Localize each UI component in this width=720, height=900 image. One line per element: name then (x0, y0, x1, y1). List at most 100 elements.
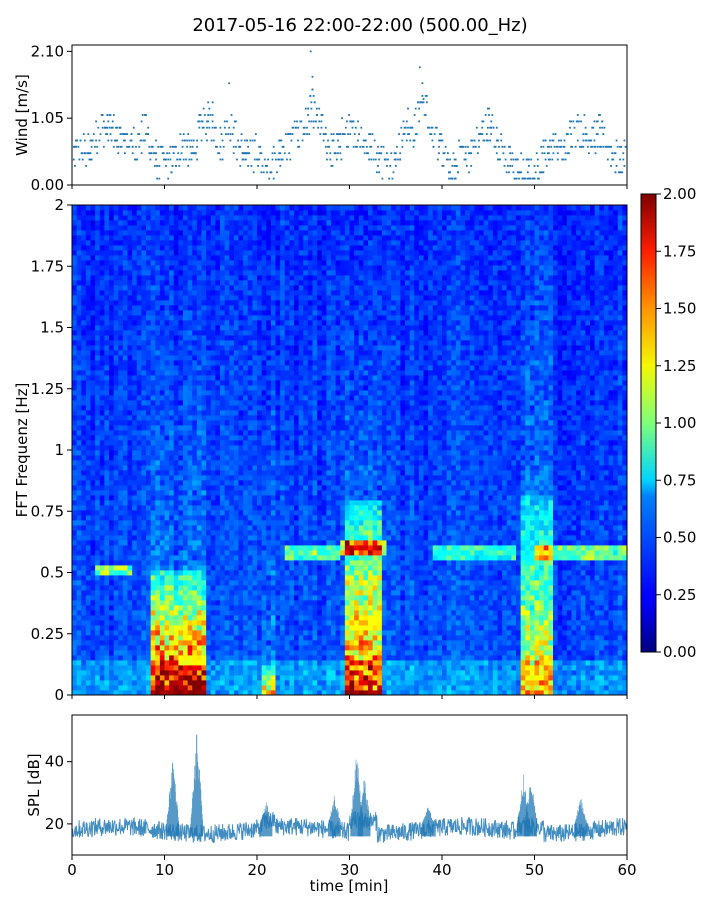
wind-point (615, 139, 618, 142)
spectrogram-cell (132, 620, 138, 626)
spectrogram-cell (192, 585, 198, 591)
spectrogram-cell (303, 555, 309, 561)
spectrogram-cell (118, 560, 124, 566)
spectrogram-cell (608, 605, 614, 611)
spectrogram-cell (358, 530, 364, 536)
spectrogram-cell (553, 660, 559, 666)
spectrogram-cell (183, 685, 189, 691)
wind-point (339, 152, 342, 155)
spectrogram-cell (331, 595, 337, 601)
spectrogram-cell (585, 650, 591, 656)
spectrogram-cell (432, 590, 438, 596)
spectrogram-cell (266, 595, 272, 601)
wind-point (621, 171, 624, 174)
spectrogram-cell (451, 595, 457, 601)
spectrogram-cell (298, 580, 304, 586)
spectrogram-cell (571, 565, 577, 571)
spectrogram-cell (608, 685, 614, 691)
wind-point (353, 133, 356, 135)
spectrogram-cell (270, 620, 276, 626)
spectrogram-cell (220, 525, 226, 531)
spectrogram-cell (497, 550, 503, 556)
spectrogram-cell (483, 650, 489, 656)
wind-point (142, 139, 145, 142)
spectrogram-cell (511, 625, 517, 631)
spectrogram-cell (113, 530, 119, 536)
wind-point (526, 171, 529, 174)
spectrogram-cell (479, 615, 485, 621)
spectrogram-cell (261, 660, 267, 666)
spectrogram-cell (516, 650, 522, 656)
spectrogram-cell (599, 585, 605, 591)
wind-point (549, 158, 551, 161)
spectrogram-cell (95, 670, 101, 676)
wind-point (529, 177, 531, 180)
spectrogram-cell (233, 645, 239, 651)
spectrogram-cell (590, 525, 596, 531)
wind-point (624, 145, 627, 148)
spectrogram-cell (488, 610, 494, 616)
spectrogram-cell (585, 545, 591, 551)
spectrogram-cell (187, 585, 193, 591)
wind-point (118, 126, 121, 129)
spectrogram-cell (571, 685, 577, 691)
spectrogram-cell (599, 595, 605, 601)
spectrogram-cell (280, 610, 286, 616)
spectrogram-cell (488, 560, 494, 566)
spectrogram-cell (122, 555, 128, 561)
spectrogram-cell (164, 630, 170, 636)
wind-point (140, 139, 143, 142)
wind-point (576, 139, 579, 142)
spectrogram-cell (220, 670, 226, 676)
spectrogram-cell (307, 650, 313, 656)
spectrogram-cell (132, 680, 138, 686)
wind-point (207, 114, 210, 116)
spectrogram-cell (113, 595, 119, 601)
spectrogram-cell (81, 675, 87, 681)
spectrogram-cell (455, 555, 461, 561)
spectrogram-cell (76, 570, 82, 576)
wind-point (240, 133, 243, 135)
spectrogram-cell (95, 550, 101, 556)
spectrogram-cell (529, 675, 535, 681)
spectrogram-cell (109, 540, 115, 546)
spectrogram-cell (548, 625, 554, 631)
spectrogram-cell (344, 590, 350, 596)
spectrogram-cell (571, 560, 577, 566)
wind-point (579, 145, 581, 148)
spectrogram-cell (483, 635, 489, 641)
spectrogram-cell (553, 560, 559, 566)
spectrogram-cell (196, 650, 202, 656)
spectrogram-cell (326, 540, 332, 546)
spectrogram-cell (109, 645, 115, 651)
spectrogram-cell (511, 680, 517, 686)
spectrogram-cell (118, 540, 124, 546)
spectrogram-cell (571, 555, 577, 561)
spectrogram-cell (164, 675, 170, 681)
spectrogram-cell (474, 580, 480, 586)
spectrogram-cell (516, 585, 522, 591)
spectrogram-cell (483, 590, 489, 596)
spectrogram-cell (409, 600, 415, 606)
spectrogram-cell (215, 675, 221, 681)
spectrogram-cell (488, 665, 494, 671)
spectrogram-cell (196, 600, 202, 606)
wind-point (356, 145, 358, 148)
spectrogram-cell (238, 625, 244, 631)
spectrogram-cell (183, 645, 189, 651)
spectrogram-cell (210, 595, 216, 601)
spectrogram-cell (146, 530, 152, 536)
spectrogram-cell (159, 560, 165, 566)
spectrogram-cell (432, 640, 438, 646)
spectrogram-cell (81, 555, 87, 561)
spectrogram-cell (85, 565, 91, 571)
spectrogram-cell (122, 640, 128, 646)
spectrogram-cell (141, 665, 147, 671)
spectrogram-cell (104, 665, 110, 671)
wind-point (530, 158, 533, 161)
spectrogram-cell (539, 615, 545, 621)
spectrogram-cell (557, 565, 563, 571)
spectrogram-cell (233, 675, 239, 681)
spectrogram-cell (127, 570, 133, 576)
spectrogram-cell (368, 645, 374, 651)
